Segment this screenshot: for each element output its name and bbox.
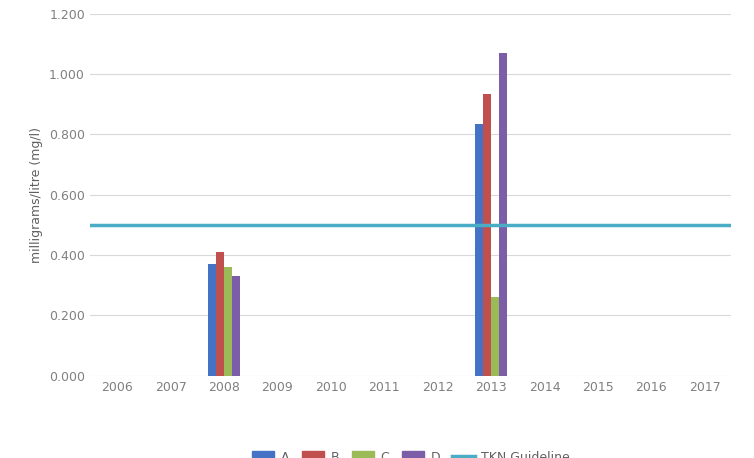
Y-axis label: milligrams/litre (mg/l): milligrams/litre (mg/l): [30, 127, 44, 262]
Bar: [491, 297, 499, 376]
Legend: A, B, C, D, TKN Guideline: A, B, C, D, TKN Guideline: [246, 445, 576, 458]
Bar: [216, 252, 224, 376]
Bar: [475, 124, 483, 376]
Bar: [499, 53, 507, 376]
Bar: [232, 276, 240, 376]
Bar: [208, 264, 216, 376]
Bar: [483, 93, 491, 376]
Bar: [224, 267, 232, 376]
